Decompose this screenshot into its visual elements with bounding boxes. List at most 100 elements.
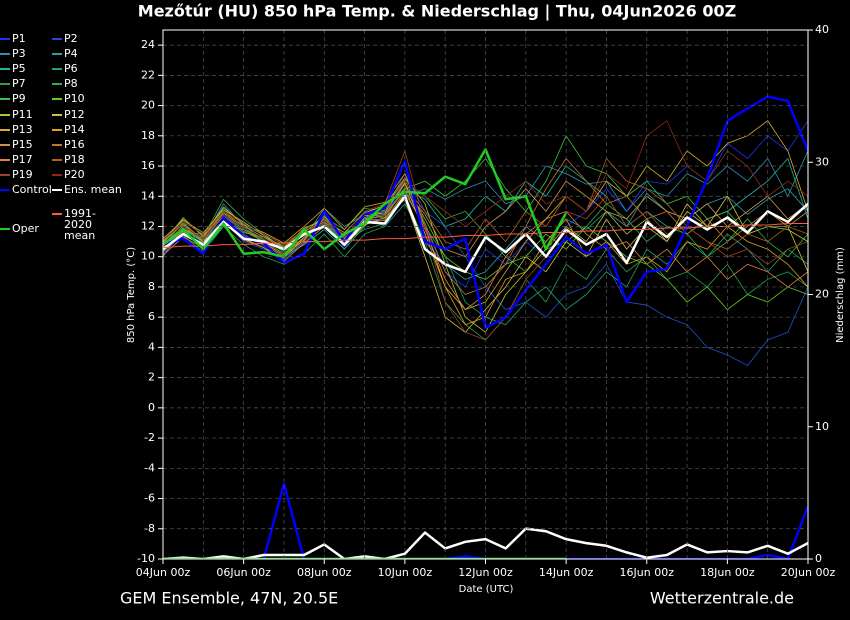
legend-entry: 1991-2020 mean [52, 208, 122, 241]
x-tick-label: 18Jun 00z [700, 566, 755, 579]
legend-label: P10 [64, 92, 85, 106]
legend-label: P4 [64, 47, 78, 61]
temp-line [163, 195, 808, 274]
y-tick-label: -6 [144, 492, 155, 505]
legend-swatch [0, 53, 10, 56]
legend-swatch [52, 189, 62, 191]
legend-swatch [52, 128, 62, 131]
legend-entry: P16 [52, 139, 122, 150]
legend-swatch [0, 173, 10, 176]
y-tick-label: 0 [148, 401, 155, 414]
x-tick-label: 14Jun 00z [539, 566, 594, 579]
y2-tick-label: 20 [815, 288, 829, 301]
y-tick-label: 8 [148, 280, 155, 293]
legend-label: P17 [12, 152, 33, 166]
y-tick-label: 18 [141, 129, 155, 142]
legend-entry: P1 [0, 33, 60, 44]
legend-label: P3 [12, 47, 26, 61]
y-tick-label: 14 [141, 189, 155, 202]
x-tick-label: 06Jun 00z [216, 566, 271, 579]
y-tick-label: -8 [144, 522, 155, 535]
legend-swatch [52, 98, 62, 101]
legend-swatch [0, 158, 10, 161]
legend-label: P2 [64, 32, 78, 45]
x-tick-label: 08Jun 00z [297, 566, 352, 579]
legend-entry: P18 [52, 154, 122, 165]
temp-line [163, 120, 808, 252]
precip-line [163, 527, 808, 559]
y2-tick-label: 30 [815, 155, 829, 168]
legend-swatch [52, 38, 62, 40]
x-tick-label: 04Jun 00z [136, 566, 191, 579]
y-tick-label: -2 [144, 431, 155, 444]
legend-label: 1991-2020 mean [64, 207, 96, 243]
legend-swatch [52, 53, 62, 56]
plot-frame [162, 29, 809, 560]
legend-label: P7 [12, 77, 26, 91]
legend-entry: P11 [0, 109, 60, 120]
legend-label: P19 [12, 167, 33, 181]
y-tick-label: 10 [141, 250, 155, 263]
legend-label: P20 [64, 167, 85, 181]
legend-swatch [52, 83, 62, 86]
legend-entry: P12 [52, 109, 122, 120]
y-tick-label: 22 [141, 68, 155, 81]
legend-entry: P20 [52, 169, 122, 180]
legend-label: P14 [64, 122, 85, 136]
legend-swatch [52, 113, 62, 116]
legend-label: P9 [12, 92, 26, 106]
legend-entry: P13 [0, 124, 60, 135]
legend-label: P12 [64, 107, 85, 121]
x-tick-label: 20Jun 00z [781, 566, 836, 579]
legend-label: P6 [64, 62, 78, 76]
x-tick-label: 10Jun 00z [378, 566, 433, 579]
legend-label: P13 [12, 122, 33, 136]
legend-swatch [0, 113, 10, 116]
legend-entry: P4 [52, 48, 122, 59]
legend-entry: P19 [0, 169, 60, 180]
x-tick-label: 16Jun 00z [620, 566, 675, 579]
legend-label: P16 [64, 137, 85, 151]
legend-label: P1 [12, 32, 26, 45]
y-tick-label: 2 [148, 371, 155, 384]
legend-label: P11 [12, 107, 33, 121]
y-tick-label: 20 [141, 99, 155, 112]
legend-swatch [0, 38, 10, 40]
legend-label: P15 [12, 137, 33, 151]
legend-entry: P8 [52, 78, 122, 89]
legend-label: Ens. mean [64, 183, 122, 196]
legend-label: P18 [64, 152, 85, 166]
legend-swatch [0, 68, 10, 71]
y-tick-label: 16 [141, 159, 155, 172]
y-tick-label: -4 [144, 461, 155, 474]
legend-entry: P2 [52, 33, 122, 44]
legend-swatch [52, 213, 62, 216]
legend-swatch [0, 143, 10, 146]
legend-entry: P5 [0, 63, 60, 74]
temp-line [163, 189, 808, 311]
legend-entry: P9 [0, 93, 60, 104]
legend-entry: P15 [0, 139, 60, 150]
legend-entry: P10 [52, 93, 122, 104]
temp-line [163, 148, 568, 258]
y-tick-label: 24 [141, 38, 155, 51]
y-tick-label: 12 [141, 219, 155, 232]
y-tick-label: -10 [137, 552, 155, 565]
legend-entry: P17 [0, 154, 60, 165]
x-axis-label: Date (UTC) [459, 584, 514, 595]
legend-swatch [0, 189, 10, 191]
legend-entry: Control [0, 184, 60, 195]
y2-tick-label: 10 [815, 420, 829, 433]
y2-tick-label: 40 [815, 23, 829, 36]
x-tick-label: 12Jun 00z [458, 566, 513, 579]
legend-swatch [0, 83, 10, 86]
legend-swatch [0, 228, 10, 231]
legend-entry: Oper [0, 223, 60, 234]
chart-title: Mezőtúr (HU) 850 hPa Temp. & Niederschla… [138, 2, 736, 22]
y2-axis-label: Niederschlag (mm) [835, 247, 846, 343]
footer-right: Wetterzentrale.de [650, 589, 794, 608]
legend-swatch [52, 173, 62, 176]
y2-tick-label: 0 [815, 552, 822, 565]
